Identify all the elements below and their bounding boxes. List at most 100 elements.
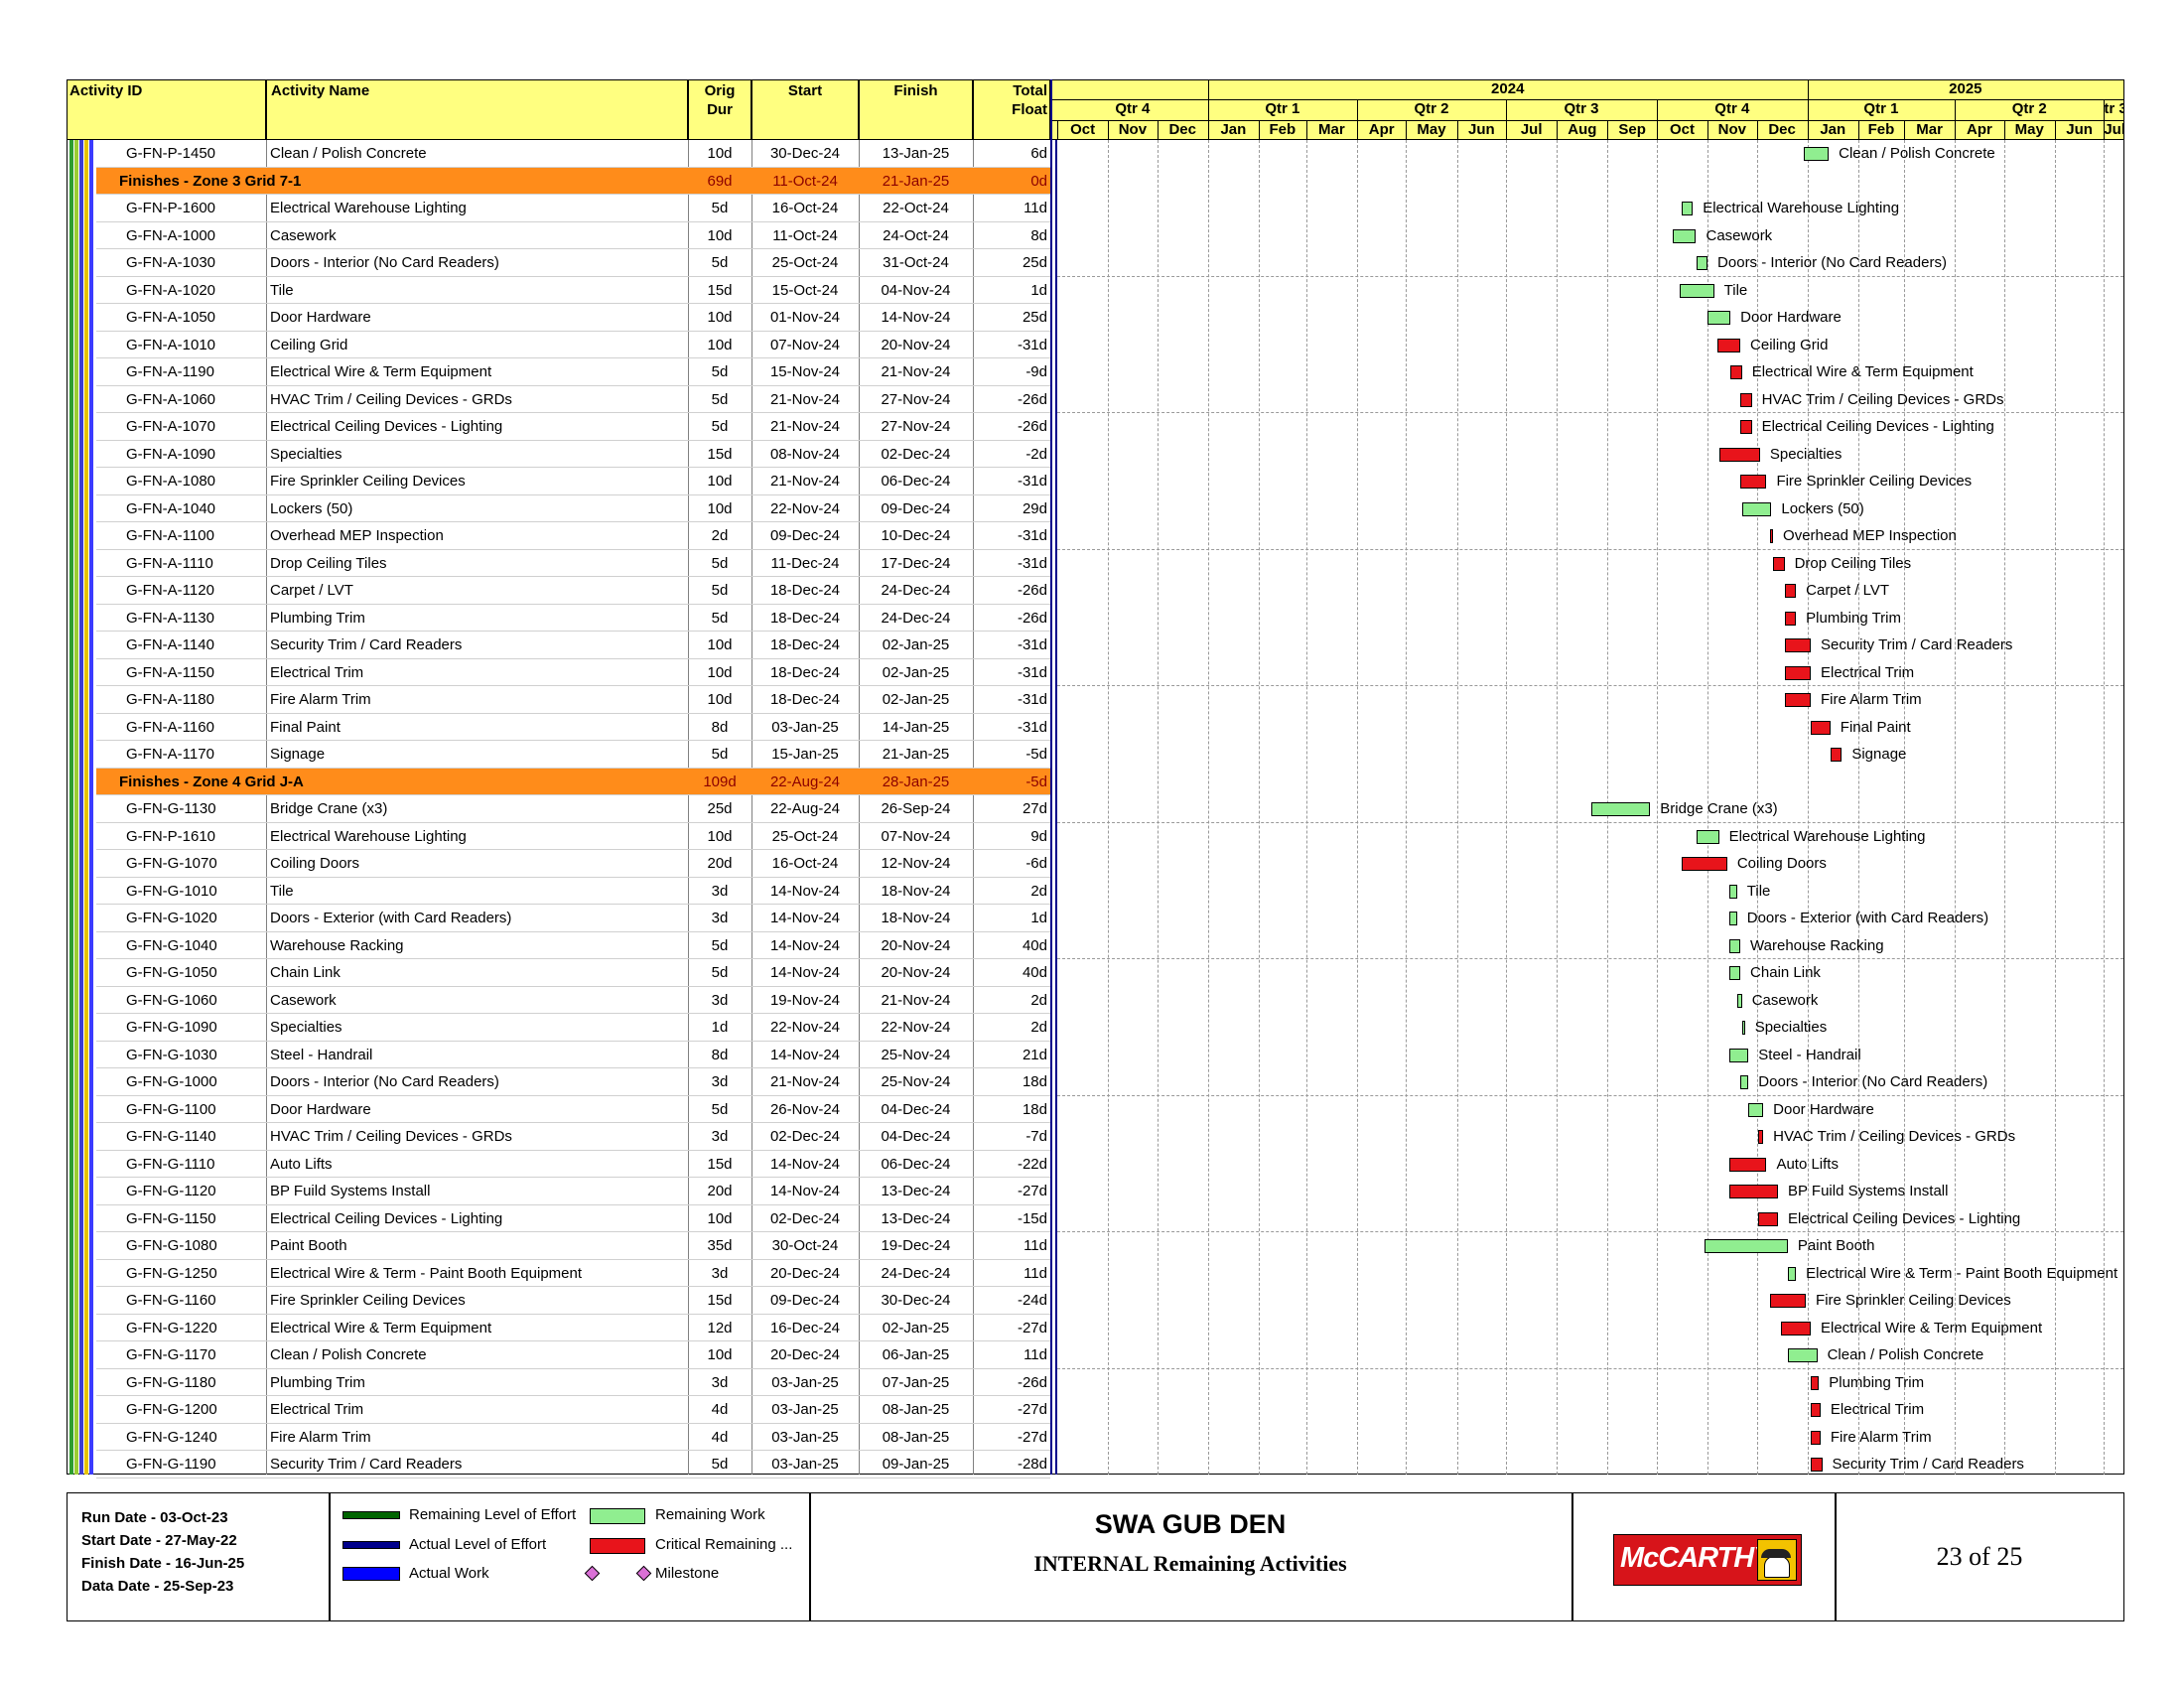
month-label: Jan [1820,121,1846,138]
activity-id: G-FN-A-1130 [126,609,214,627]
quarter-label: Qtr 3 [1564,100,1599,117]
critical-bar [1758,1211,1778,1226]
column-divider [751,140,752,1475]
critical-bar [1740,420,1752,434]
table-row: G-FN-G-1190 Security Trim / Card Readers 5… [0,1451,2184,1477]
row-separator [96,930,1050,932]
gantt-gridline [1356,140,1358,1475]
orig-duration: 5d [711,1456,729,1473]
month-divider [1807,120,1809,140]
orig-duration: 10d [707,691,733,708]
quarter-label: Qtr 4 [1714,100,1750,117]
month-divider [1108,120,1110,140]
bar-label: Electrical Warehouse Lighting [1703,200,1900,216]
table-row: G-FN-G-1050 Chain Link 5d 14-Nov-24 20-Nov-2… [0,959,2184,986]
table-row: G-FN-G-1020 Doors - Exterior (with Card R… [0,905,2184,931]
bar-label: Steel - Handrail [1758,1046,1861,1063]
activity-name: Electrical Warehouse Lighting [270,200,467,216]
quarter-label: tr 3 [2104,100,2123,117]
bar-label: Overhead MEP Inspection [1783,527,1957,544]
bar-label: Doors - Interior (No Card Readers) [1758,1073,1988,1090]
orig-duration: 20d [707,855,733,872]
total-float: -7d [1025,1128,1047,1145]
bar-label: Electrical Trim [1821,663,1915,681]
bar-label: Electrical Ceiling Devices - Lighting [1761,418,1994,435]
start-date: 03-Jan-25 [771,1373,839,1391]
total-float: -2d [1025,445,1047,463]
bar-label: Tile [1746,882,1771,900]
bar-label: Electrical Wire & Term - Paint Booth Equ… [1806,1264,2118,1282]
orig-duration: 10d [707,226,733,244]
row-separator [96,1094,1050,1096]
activity-name: Fire Sprinkler Ceiling Devices [270,473,466,490]
bar-label: HVAC Trim / Ceiling Devices - GRDs [1761,390,2004,408]
critical-bar [1811,1458,1823,1472]
month-label: May [2014,121,2044,138]
orig-duration: 3d [711,1373,729,1391]
start-date: 15-Nov-24 [769,363,841,380]
row-separator [96,1422,1050,1424]
page-number: 23 of 25 [1936,1542,2023,1571]
activity-id: G-FN-G-1030 [126,1046,217,1063]
activity-id: G-FN-G-1160 [126,1292,216,1309]
start-date: 03-Jan-25 [771,718,839,736]
remaining-work-bar [1696,829,1719,844]
orig-duration: 10d [707,336,733,353]
orig-duration: 20d [707,1183,733,1199]
bar-label: BP Fuild Systems Install [1788,1183,1949,1199]
finish-date: 13-Dec-24 [881,1209,951,1227]
row-separator [96,330,1050,332]
table-row: G-FN-G-1170 Clean / Polish Concrete 10d 20-… [0,1341,2184,1368]
table-row: G-FN-G-1080 Paint Booth 35d 30-Oct-24 19-Dec… [0,1232,2184,1259]
finish-date: 31-Oct-24 [883,254,949,271]
finish-date: 02-Dec-24 [881,445,951,463]
orig-duration: 15d [707,445,733,463]
month-divider [1607,120,1609,140]
month-label: Feb [1867,121,1895,138]
bar-label: Final Paint [1840,718,1911,736]
activity-name: Electrical Ceiling Devices - Lighting [270,418,503,435]
total-float: -27d [1017,1319,1047,1336]
total-float: -26d [1017,418,1047,435]
group-float: -5d [1025,773,1047,790]
bar-label: Plumbing Trim [1806,609,1901,627]
activity-id: G-FN-A-1190 [126,363,214,380]
orig-duration: 5d [711,582,729,599]
activity-name: Fire Alarm Trim [270,691,371,708]
remaining-work-bar [1728,1048,1749,1062]
orig-duration: 5d [711,200,729,216]
activity-id: G-FN-A-1010 [126,336,216,353]
activity-name: Paint Booth [270,1237,347,1254]
start-date: 02-Dec-24 [769,1209,841,1227]
start-date: 22-Aug-24 [769,800,841,817]
start-date: 14-Nov-24 [769,910,841,926]
orig-duration: 3d [711,1128,729,1145]
finish-date: 25-Nov-24 [881,1046,951,1063]
finish-date: 24-Dec-24 [881,1264,951,1282]
table-row: G-FN-G-1200 Electrical Trim 4d 03-Jan-25 08-… [0,1396,2184,1423]
gantt-row-divider [1057,275,2123,277]
start-date: 14-Nov-24 [769,1155,841,1173]
critical-bar [1784,584,1797,598]
bar-label: Plumbing Trim [1829,1373,1925,1391]
start-date: 26-Nov-24 [769,1100,841,1118]
start-date: 01-Nov-24 [769,309,841,326]
activity-name: Plumbing Trim [270,609,365,627]
month-divider [1756,120,1758,140]
legend-label: Remaining Work [655,1506,765,1523]
quarter-divider [1656,99,1658,140]
row-separator [96,493,1050,495]
total-float: 40d [1022,964,1047,981]
month-divider [1157,120,1159,140]
finish-date: 04-Nov-24 [881,281,951,299]
header-start: Start [751,79,859,140]
activity-name: Auto Lifts [270,1155,333,1173]
activity-id: G-FN-G-1100 [126,1100,216,1118]
bar-label: Electrical Warehouse Lighting [1728,827,1926,845]
orig-duration: 5d [711,254,729,271]
bar-label: Carpet / LVT [1806,582,1890,599]
activity-id: G-FN-G-1110 [126,1155,215,1173]
month-divider [1557,120,1559,140]
group-finish: 21-Jan-25 [882,172,950,190]
orig-duration: 10d [707,827,733,845]
